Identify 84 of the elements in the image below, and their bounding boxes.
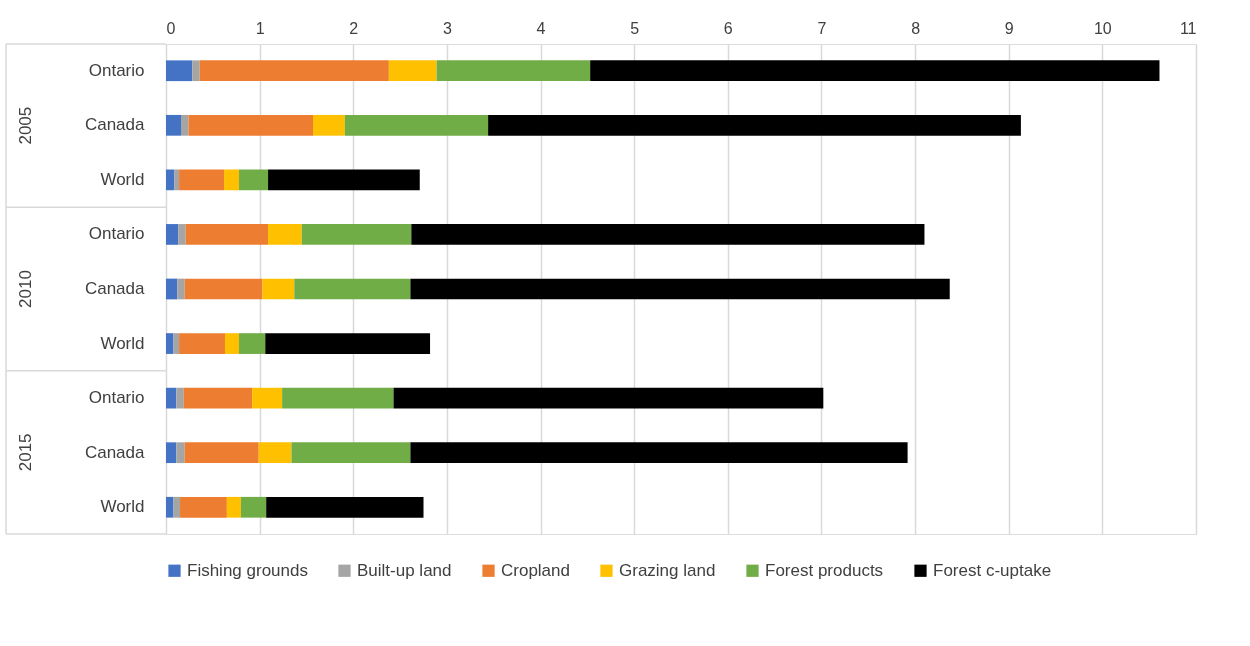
bar (265, 333, 431, 354)
bar (179, 169, 225, 191)
bar (166, 278, 178, 300)
y-tick-label: World (100, 497, 145, 517)
x-tick-label: 1 (255, 19, 265, 37)
x-tick-label: 8 (911, 19, 921, 37)
x-tick-label: 4 (536, 19, 546, 37)
text: 2010 (16, 270, 35, 308)
x-tick-label: 9 (1004, 19, 1014, 37)
bar (393, 387, 824, 409)
bar (178, 224, 186, 245)
bar (266, 496, 424, 518)
x-tick-label: 2 (349, 19, 359, 37)
bar (176, 442, 185, 464)
bar (436, 60, 591, 82)
bar (268, 169, 420, 191)
x-tick-label: 10 (1093, 19, 1112, 37)
bar (184, 278, 263, 300)
bar (344, 114, 489, 136)
bar (177, 278, 185, 300)
bar (166, 496, 174, 518)
bar (224, 169, 240, 191)
bar (199, 60, 389, 82)
text: 2005 (16, 106, 35, 145)
y-tick-label: Ontario (88, 388, 145, 408)
y-tick-label: Canada (84, 442, 146, 462)
bar (239, 169, 269, 191)
bar (184, 442, 259, 464)
bar (262, 278, 295, 300)
bar (192, 60, 200, 82)
bar (188, 114, 314, 136)
x-tick-label: 7 (817, 19, 827, 37)
y-tick-label: Canada (84, 279, 146, 298)
x-tick-label: 5 (630, 19, 640, 37)
bar (301, 224, 412, 245)
bar (176, 387, 184, 409)
bar (252, 387, 283, 409)
x-tick-label: 11 (1179, 19, 1197, 37)
bar (410, 278, 950, 300)
bar (313, 114, 345, 136)
legend-label: Built-up land (357, 560, 452, 580)
legend-label: Forest products (765, 560, 884, 580)
bar (185, 224, 269, 245)
bar (590, 60, 1160, 82)
bar (268, 224, 302, 245)
bar (166, 60, 193, 82)
x-tick-label: 3 (442, 19, 452, 37)
y-tick-label: World (100, 169, 145, 189)
bar (488, 114, 1021, 136)
x-tick-label: 6 (723, 19, 733, 37)
bar (166, 224, 179, 245)
text: 2015 (16, 433, 35, 472)
bar (240, 496, 267, 518)
bar (224, 333, 240, 354)
bar (411, 224, 925, 245)
bar (173, 333, 180, 354)
bar (166, 169, 175, 191)
bar (388, 60, 437, 82)
y-tick-label: World (100, 333, 145, 353)
bar (410, 442, 908, 464)
legend-label: Cropland (501, 560, 570, 580)
legend-label: Grazing land (619, 560, 716, 580)
bar (239, 333, 266, 354)
y-tick-label: Ontario (88, 60, 145, 80)
bar (183, 387, 253, 409)
bar (166, 333, 174, 354)
legend-label: Forest c-uptake (933, 560, 1052, 580)
bar (294, 278, 411, 300)
bar (173, 496, 181, 518)
bar (166, 387, 177, 409)
bar (291, 442, 411, 464)
bar (180, 114, 189, 136)
bar (226, 496, 241, 518)
bar (166, 442, 177, 464)
bar (166, 114, 181, 136)
bar (179, 333, 225, 354)
x-tick-label: 0 (166, 19, 176, 37)
bar (174, 169, 180, 191)
legend-label: Fishing grounds (187, 560, 308, 580)
y-tick-label: Ontario (88, 224, 145, 244)
y-tick-label: Canada (84, 115, 146, 135)
bar (180, 496, 227, 518)
bar (258, 442, 292, 464)
bar (282, 387, 394, 409)
